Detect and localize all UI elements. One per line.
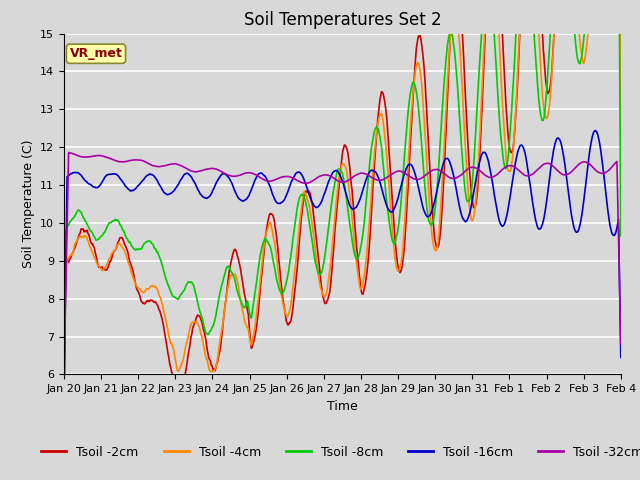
- Title: Soil Temperatures Set 2: Soil Temperatures Set 2: [244, 11, 441, 29]
- Tsoil -2cm: [426, 175, 434, 181]
- Tsoil -32cm: [60, 374, 68, 380]
- Tsoil -16cm: [60, 387, 68, 393]
- Tsoil -2cm: [70, 247, 78, 252]
- Tsoil -4cm: [184, 335, 192, 340]
- X-axis label: Time: Time: [327, 400, 358, 413]
- Tsoil -16cm: [410, 168, 418, 174]
- Tsoil -32cm: [214, 167, 222, 173]
- Tsoil -4cm: [617, 148, 625, 154]
- Line: Tsoil -32cm: Tsoil -32cm: [64, 152, 621, 377]
- Tsoil -8cm: [426, 221, 434, 227]
- Tsoil -8cm: [410, 81, 418, 86]
- Y-axis label: Soil Temperature (C): Soil Temperature (C): [22, 140, 35, 268]
- Tsoil -32cm: [128, 157, 136, 163]
- Tsoil -4cm: [426, 213, 434, 218]
- Text: VR_met: VR_met: [70, 47, 122, 60]
- Tsoil -32cm: [617, 341, 625, 347]
- Tsoil -4cm: [70, 245, 78, 251]
- Tsoil -8cm: [184, 279, 192, 285]
- Tsoil -8cm: [214, 305, 221, 311]
- Tsoil -16cm: [70, 169, 78, 175]
- Line: Tsoil -16cm: Tsoil -16cm: [64, 131, 621, 390]
- Tsoil -2cm: [184, 354, 192, 360]
- Tsoil -2cm: [127, 263, 135, 268]
- Line: Tsoil -4cm: Tsoil -4cm: [64, 0, 621, 433]
- Tsoil -2cm: [214, 360, 221, 366]
- Tsoil -32cm: [411, 176, 419, 182]
- Tsoil -32cm: [65, 149, 72, 155]
- Tsoil -32cm: [71, 152, 79, 157]
- Tsoil -2cm: [410, 77, 418, 83]
- Tsoil -4cm: [410, 80, 418, 85]
- Tsoil -16cm: [617, 355, 625, 360]
- Tsoil -4cm: [127, 270, 135, 276]
- Tsoil -32cm: [185, 167, 193, 173]
- Tsoil -2cm: [617, 107, 625, 113]
- Tsoil -32cm: [428, 168, 435, 174]
- Tsoil -16cm: [127, 188, 135, 193]
- Tsoil -16cm: [184, 171, 192, 177]
- Legend: Tsoil -2cm, Tsoil -4cm, Tsoil -8cm, Tsoil -16cm, Tsoil -32cm: Tsoil -2cm, Tsoil -4cm, Tsoil -8cm, Tsoi…: [36, 441, 640, 464]
- Tsoil -8cm: [70, 215, 78, 220]
- Tsoil -8cm: [60, 379, 68, 384]
- Tsoil -4cm: [60, 430, 68, 436]
- Tsoil -2cm: [60, 427, 68, 433]
- Tsoil -16cm: [214, 178, 221, 184]
- Tsoil -4cm: [214, 358, 221, 363]
- Tsoil -8cm: [617, 233, 625, 239]
- Tsoil -8cm: [127, 243, 135, 249]
- Tsoil -16cm: [426, 212, 434, 218]
- Tsoil -16cm: [591, 128, 599, 133]
- Line: Tsoil -8cm: Tsoil -8cm: [64, 0, 621, 382]
- Line: Tsoil -2cm: Tsoil -2cm: [64, 0, 621, 430]
